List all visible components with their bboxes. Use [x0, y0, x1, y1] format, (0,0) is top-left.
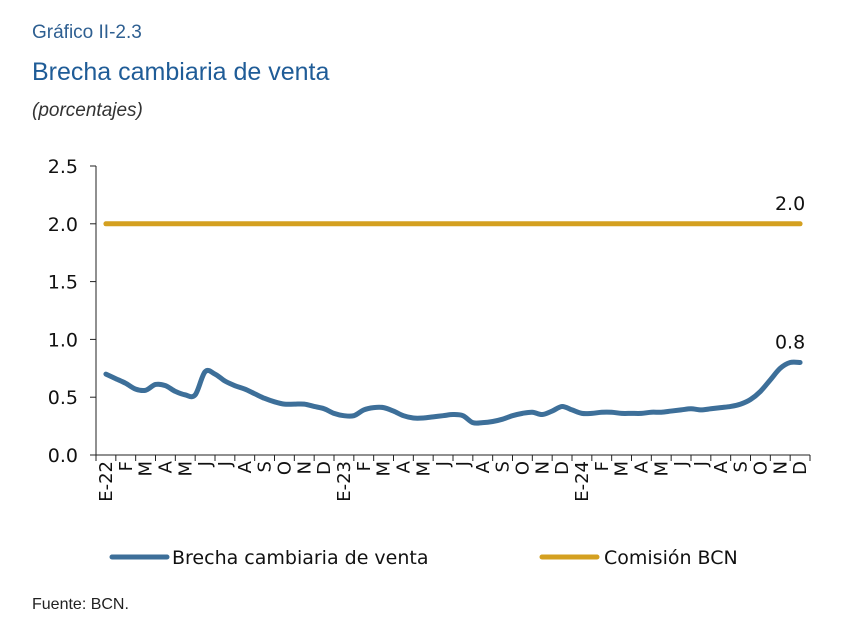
y-tick-label: 1.0: [48, 329, 78, 351]
comision-end-label: 2.0: [775, 193, 805, 215]
x-tick-label: E-23: [334, 461, 355, 502]
brecha-series-line: [103, 359, 803, 426]
x-tick-label: A: [631, 460, 652, 473]
x-tick-label: S: [493, 461, 514, 472]
y-tick-label: 1.5: [48, 272, 78, 294]
x-tick-label: F: [592, 461, 613, 471]
y-tick-label: 2.0: [48, 214, 78, 236]
x-tick-label: J: [691, 461, 712, 467]
x-tick-label: A: [393, 460, 414, 473]
x-tick-label: J: [453, 461, 474, 467]
x-tick-label: D: [314, 461, 335, 475]
x-tick-label: J: [433, 461, 454, 467]
x-tick-label: F: [116, 461, 137, 471]
x-tick-label: M: [374, 461, 395, 477]
x-tick-label: O: [750, 461, 771, 475]
x-tick-label: E-24: [572, 461, 593, 502]
x-tick-label: M: [651, 461, 672, 477]
x-tick-label: M: [175, 461, 196, 477]
legend-label-comision: Comisión BCN: [604, 547, 738, 569]
x-tick-label: J: [195, 461, 216, 467]
x-tick-label: D: [790, 461, 811, 475]
chart-title: Brecha cambiaria de venta: [32, 58, 330, 86]
x-tick-label: A: [235, 460, 256, 473]
x-tick-label: A: [473, 460, 494, 473]
x-tick-label: A: [155, 460, 176, 473]
y-tick-label: 0.5: [48, 387, 78, 409]
x-tick-label: O: [512, 461, 533, 475]
brecha-end-label: 0.8: [775, 332, 805, 354]
legend-label-brecha: Brecha cambiaria de venta: [172, 547, 429, 569]
x-tick-label: N: [770, 461, 791, 474]
x-tick-label: N: [532, 461, 553, 474]
y-tick-label: 0.0: [48, 445, 78, 467]
chart-caption: Gráfico II-2.3: [32, 22, 142, 43]
y-tick-label: 2.5: [48, 156, 78, 178]
x-tick-label: M: [612, 461, 633, 477]
x-tick-label: S: [731, 461, 752, 472]
x-tick-label: E-22: [96, 461, 117, 502]
x-tick-label: J: [215, 461, 236, 467]
x-tick-label: N: [294, 461, 315, 474]
x-tick-label: O: [274, 461, 295, 475]
x-tick-label: M: [413, 461, 434, 477]
chart-subtitle: (porcentajes): [32, 100, 143, 121]
source-note: Fuente: BCN.: [32, 596, 129, 613]
x-tick-label: F: [354, 461, 375, 471]
x-tick-label: A: [711, 460, 732, 473]
x-tick-label: S: [255, 461, 276, 472]
x-tick-label: D: [552, 461, 573, 475]
x-tick-label: M: [136, 461, 157, 477]
x-tick-label: J: [671, 461, 692, 467]
